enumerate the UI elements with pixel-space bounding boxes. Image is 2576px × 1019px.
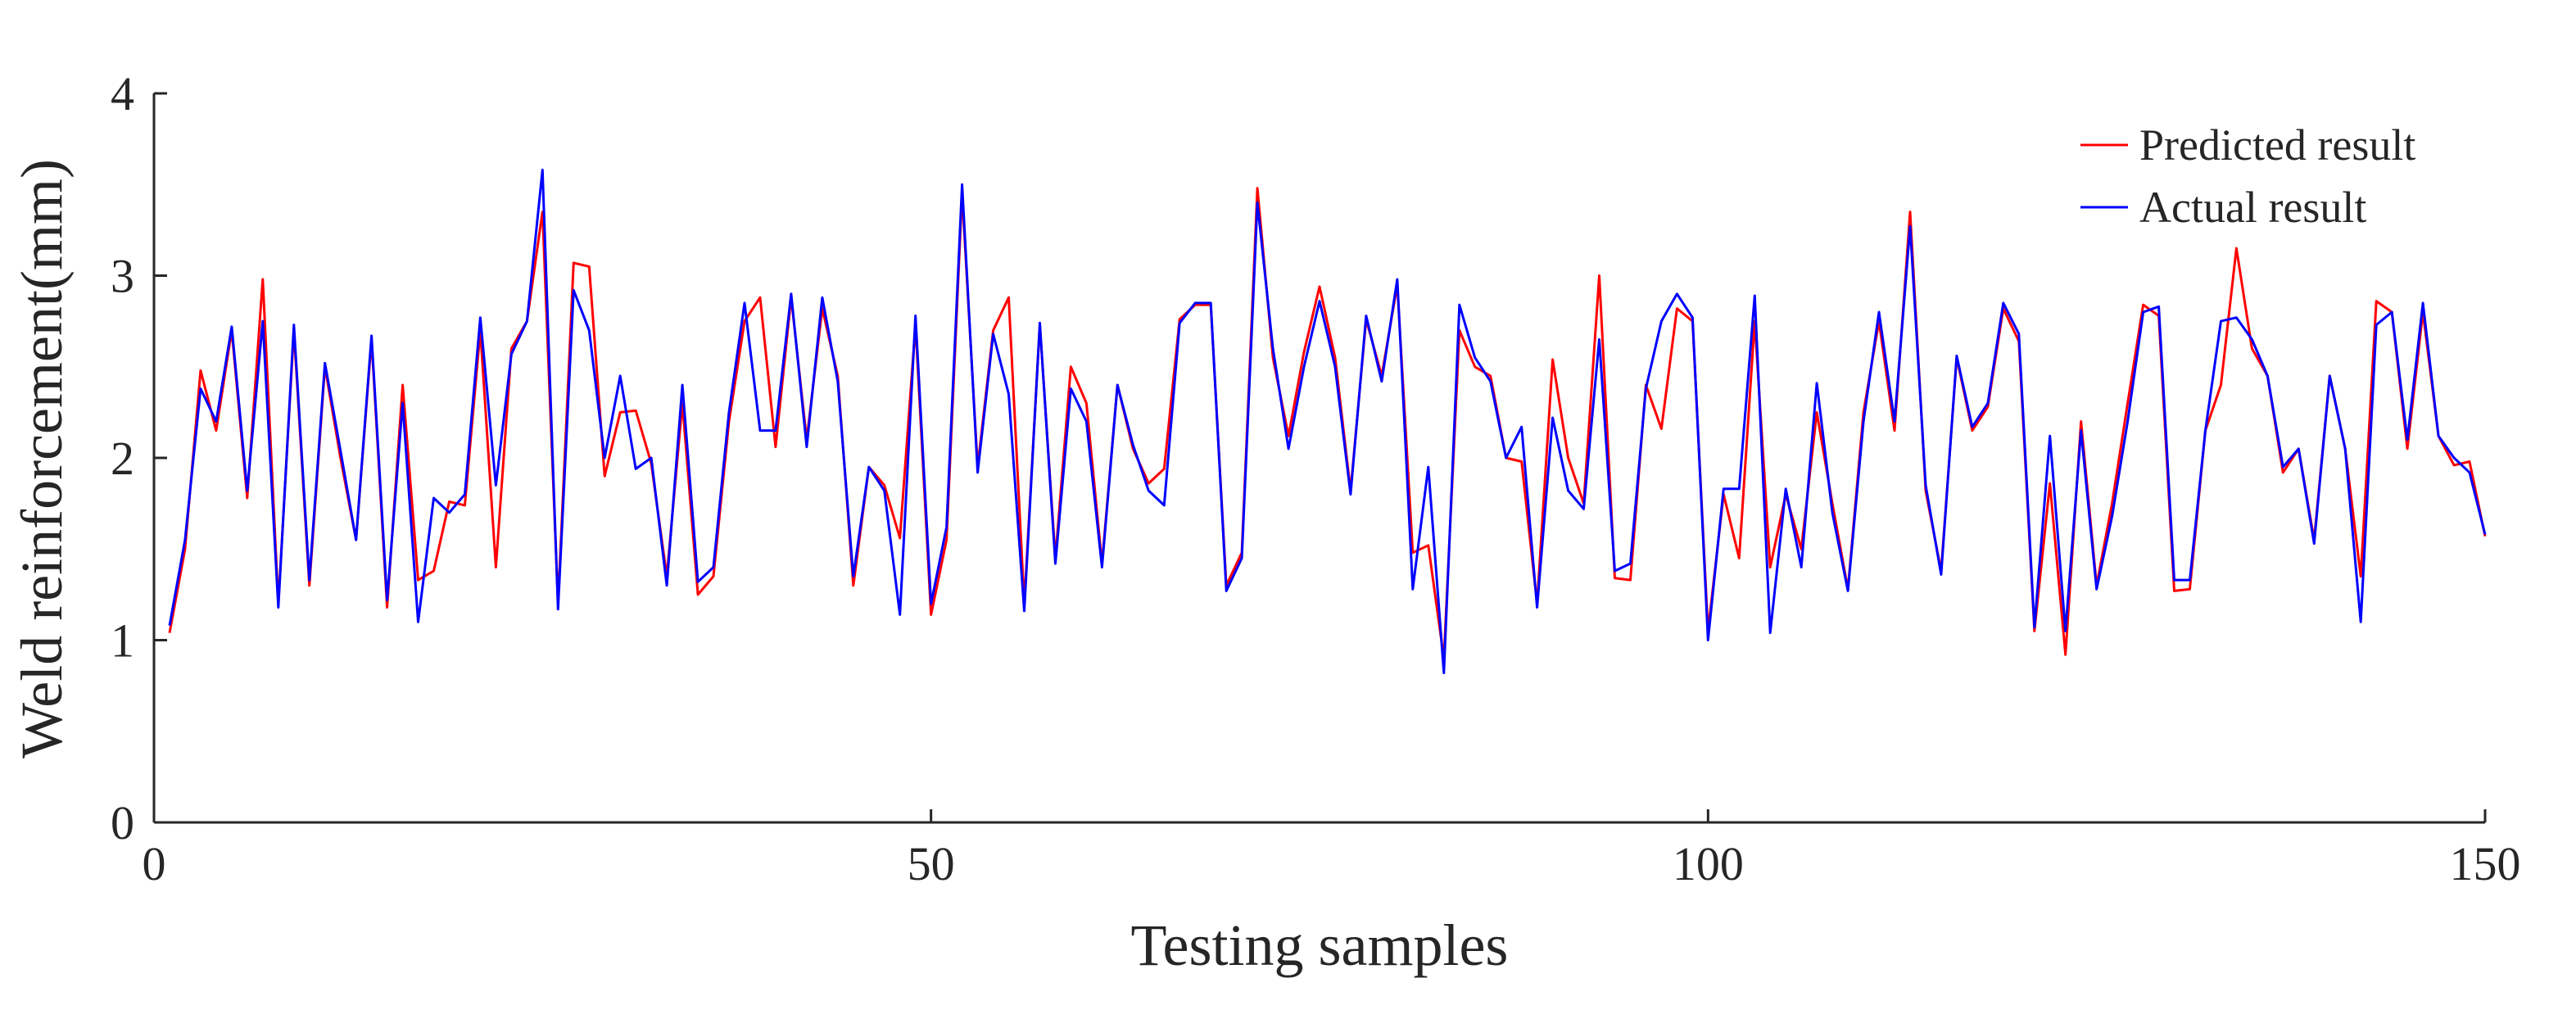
y-tick-label: 0 (111, 796, 134, 849)
x-tick-label: 50 (908, 837, 955, 890)
series-layer (168, 168, 2487, 674)
x-tick-label: 150 (2450, 837, 2521, 890)
series-line-actual (168, 168, 2487, 674)
axes-layer: 0 50 100 150 0 1 2 3 4 (111, 67, 2521, 890)
y-axis-title: Weld reinforcement(mm) (9, 159, 75, 759)
y-tick-label: 2 (111, 432, 134, 485)
x-axis-title: Testing samples (1131, 913, 1509, 978)
legend-label: Actual result (2139, 183, 2366, 232)
y-tick-label: 1 (111, 614, 134, 668)
y-tick-label: 4 (111, 67, 134, 120)
x-tick-label: 0 (143, 837, 166, 890)
legend-label: Predicted result (2139, 120, 2415, 170)
legend: Predicted result Actual result (2080, 120, 2415, 232)
x-tick-label: 100 (1673, 837, 1744, 890)
y-tick-label: 3 (111, 250, 134, 303)
